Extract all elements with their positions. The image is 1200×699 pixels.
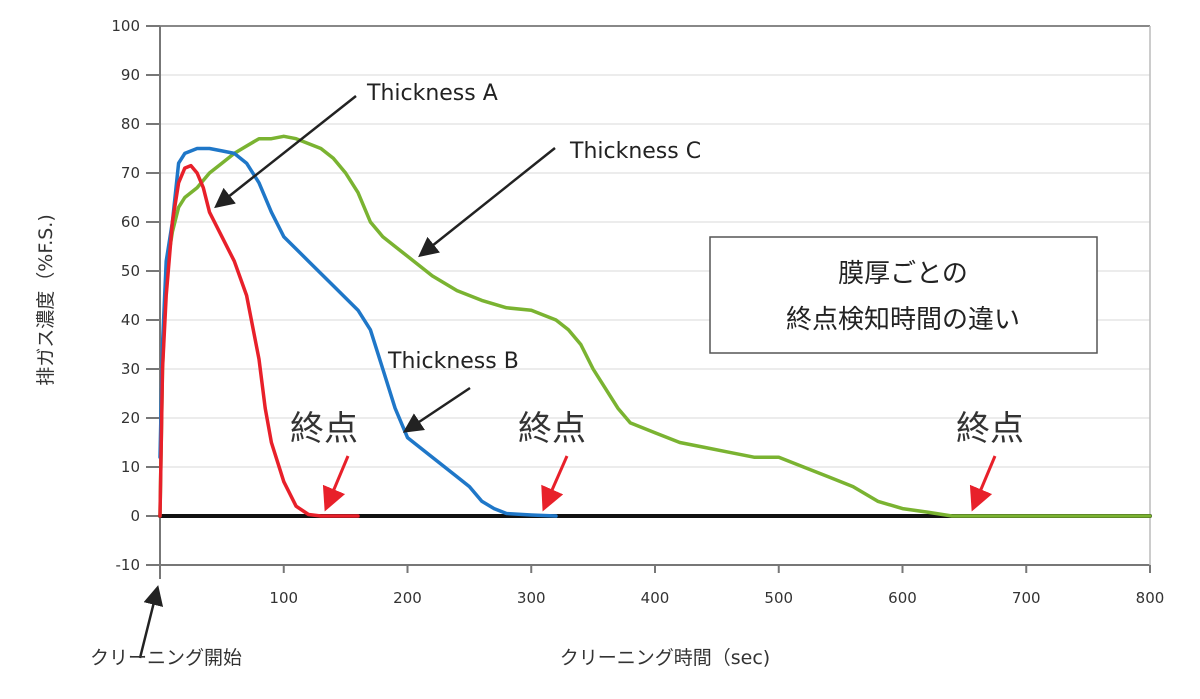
y-tick-label: 50 (121, 262, 140, 280)
endpoint-label-b: 終点 (518, 409, 586, 449)
arrow-thickness-a (214, 95, 357, 209)
y-tick-label: 0 (130, 507, 140, 525)
y-tick-label: 30 (121, 360, 140, 378)
endpoint-label-c: 終点 (956, 409, 1024, 449)
y-tick-label: 10 (121, 458, 140, 476)
series-line-thickness-c (158, 134, 1152, 518)
y-tick-label: 60 (121, 213, 140, 231)
annotation-box-line1: 膜厚ごとの (838, 259, 968, 289)
y-tick-label: 100 (111, 17, 140, 35)
endpoint-arrow-b (541, 455, 569, 512)
series-line-thickness-a (158, 163, 360, 518)
series-line-thickness-b (158, 146, 558, 518)
arrow-thickness-c (418, 147, 556, 258)
y-tick-label: 20 (121, 409, 140, 427)
y-tick-label: 90 (121, 66, 140, 84)
x-tick-label: 200 (393, 589, 422, 607)
x-tick-label: 400 (641, 589, 670, 607)
y-tick-label: 70 (121, 164, 140, 182)
arrow-start (138, 585, 164, 659)
annotation-box (709, 236, 1098, 354)
x-tick-label: 600 (888, 589, 917, 607)
x-tick-label: 700 (1012, 589, 1041, 607)
x-tick-label: 500 (764, 589, 793, 607)
y-tick-label: -10 (116, 556, 141, 574)
x-tick-label: 800 (1136, 589, 1165, 607)
x-axis-label: クリーニング時間（sec) (560, 647, 770, 669)
y-tick-label: 40 (121, 311, 140, 329)
annotation-thickness-c: Thickness C (569, 139, 701, 164)
y-tick-label: 80 (121, 115, 140, 133)
y-axis-label: 排ガス濃度（%F.S.) (35, 214, 57, 385)
x-tick-label: 300 (517, 589, 546, 607)
annotation-thickness-a: Thickness A (366, 81, 498, 106)
annotation-thickness-b: Thickness B (387, 349, 519, 374)
endpoint-arrow-c (969, 455, 997, 512)
arrow-thickness-b (402, 386, 471, 433)
endpoint-arrow-a (322, 455, 350, 512)
endpoint-label-a: 終点 (290, 409, 358, 449)
start-label: クリーニング開始 (90, 647, 242, 669)
annotation-box-line2: 終点検知時間の違い (786, 305, 1020, 335)
x-tick-label: 100 (269, 589, 298, 607)
